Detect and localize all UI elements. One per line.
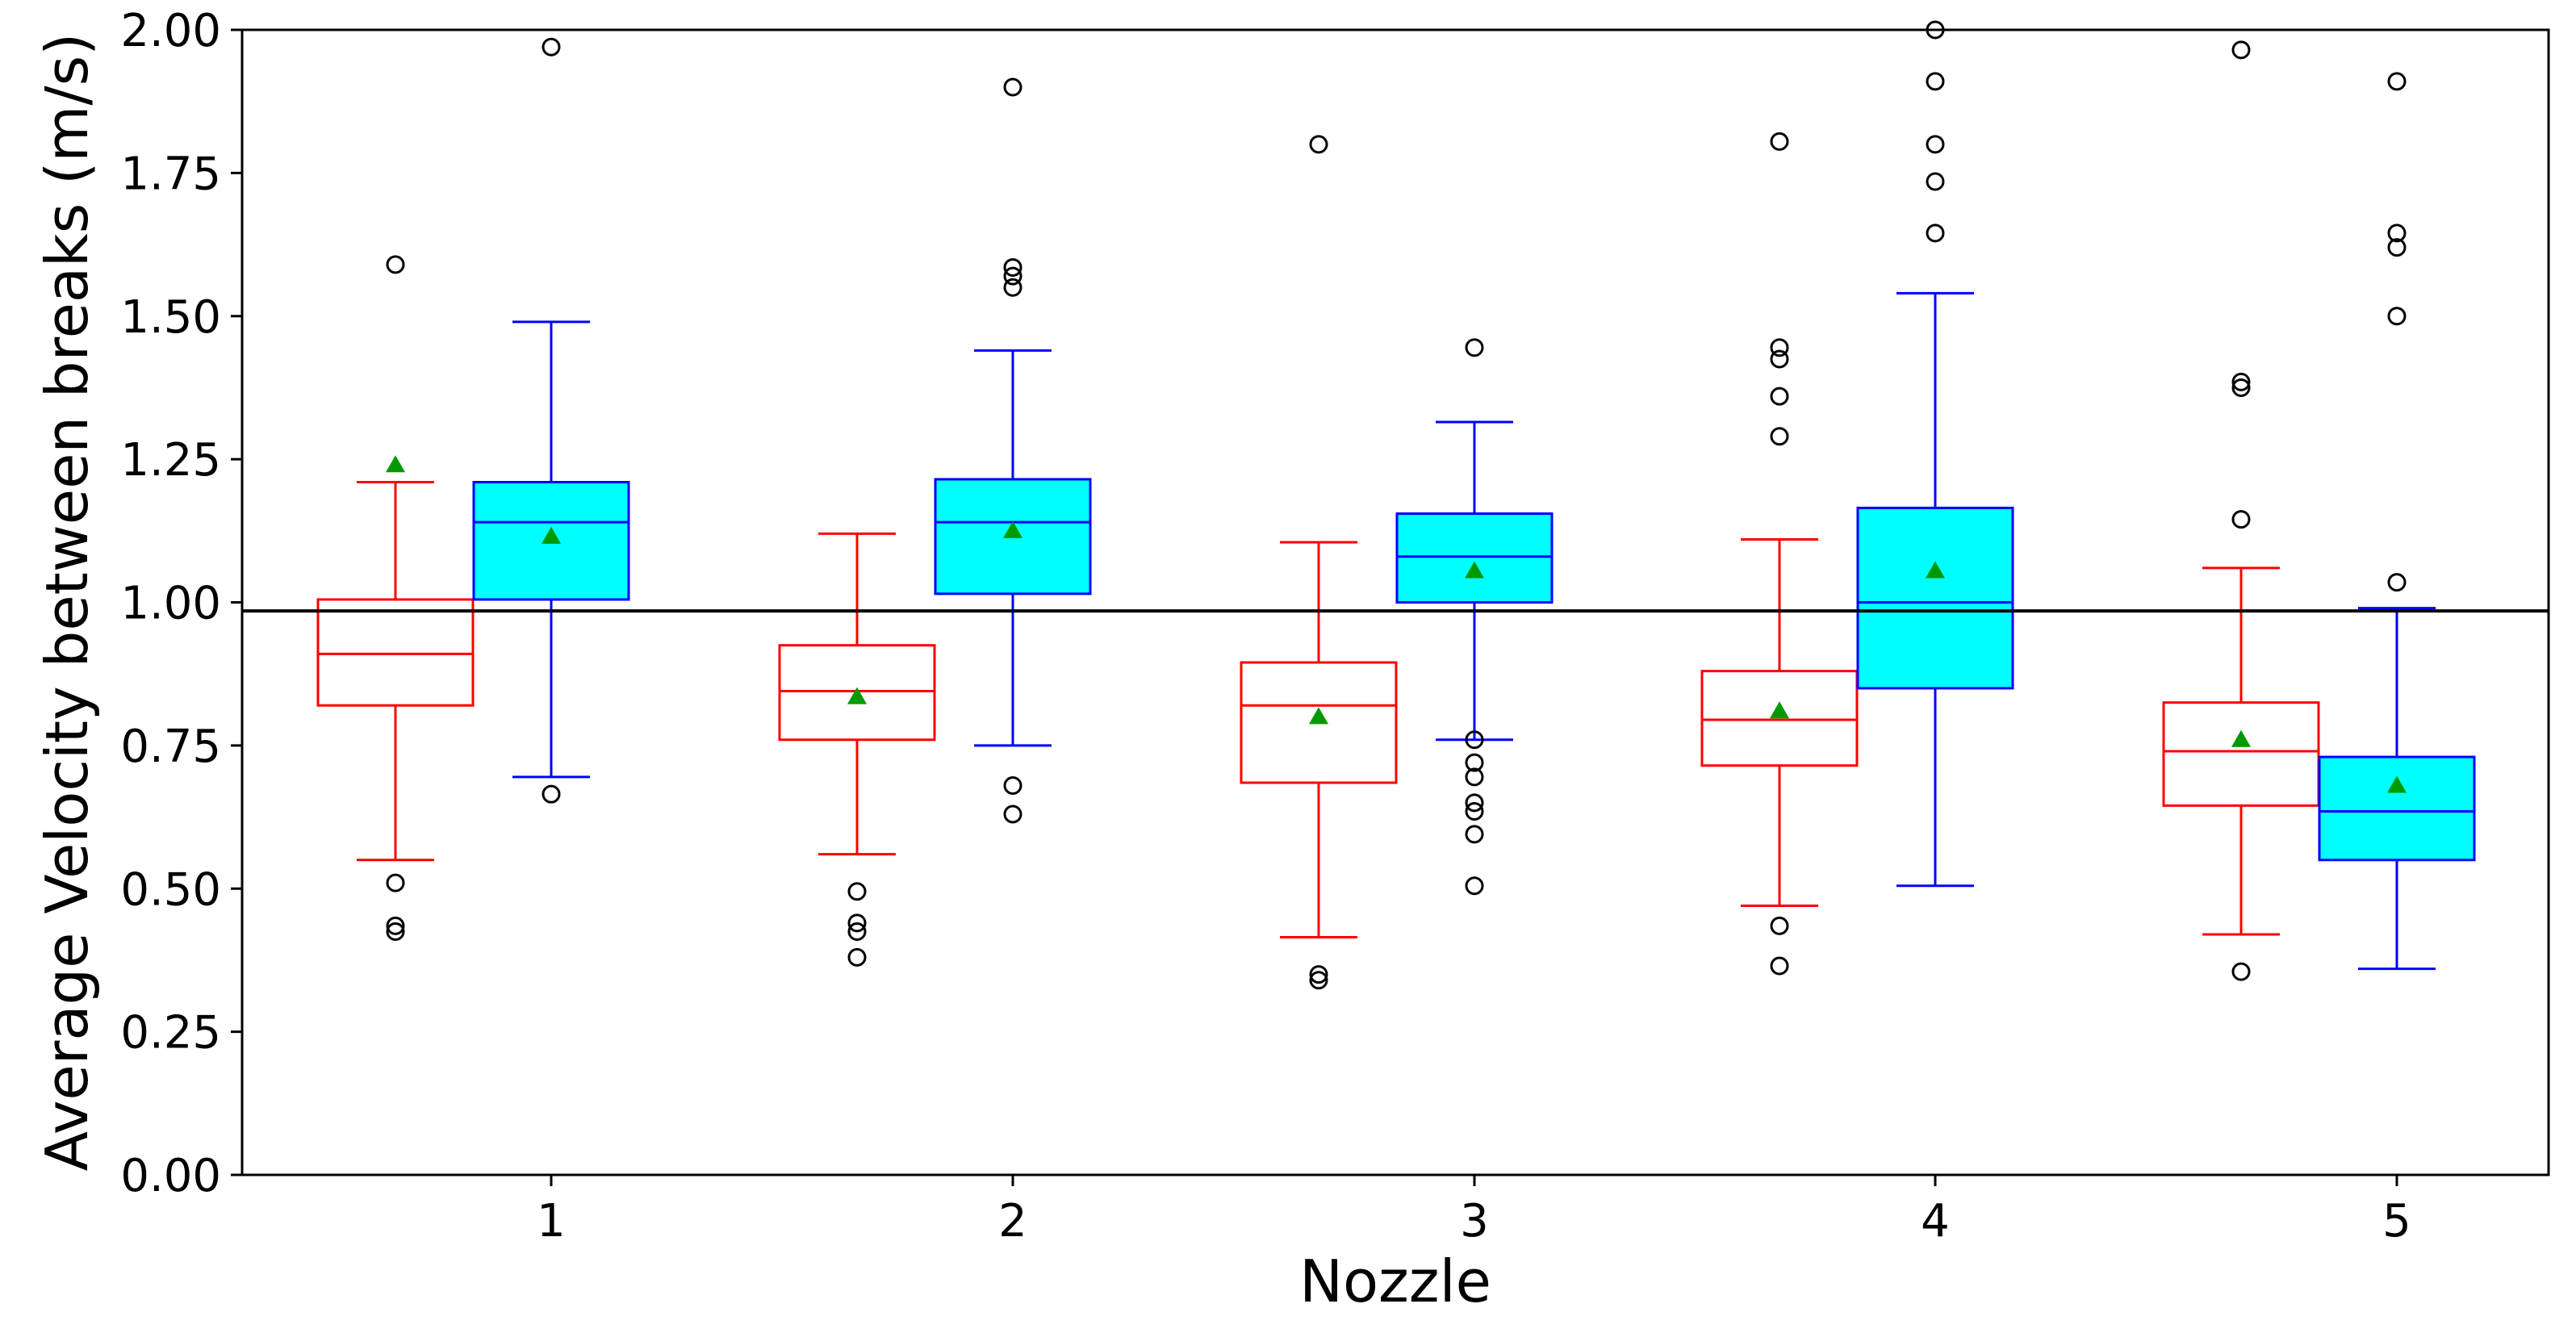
blue-nozzle-4-box: [1856, 506, 2014, 690]
red-nozzle-2-outlier: [847, 947, 867, 967]
red-nozzle-3-mean-marker: [1309, 707, 1328, 725]
x-tick-label: 5: [2382, 1195, 2411, 1248]
blue-nozzle-3-outlier: [1465, 801, 1484, 821]
red-nozzle-4-mean-marker: [1770, 701, 1789, 719]
y-axis-title: Average Velocity between breaks (m/s): [33, 33, 101, 1171]
blue-nozzle-4-outlier: [1926, 72, 1945, 91]
red-nozzle-5-outlier: [2231, 962, 2251, 981]
x-tick-label: 2: [998, 1195, 1027, 1248]
red-nozzle-1-box: [316, 598, 475, 707]
red-nozzle-1-outlier: [386, 873, 405, 892]
blue-nozzle-1-mean-marker: [542, 526, 561, 544]
red-nozzle-2-outlier: [847, 913, 867, 933]
y-tick-label: 0.25: [120, 1007, 221, 1059]
y-tick-label: 1.50: [120, 291, 221, 344]
blue-nozzle-3-mean-marker: [1465, 561, 1484, 579]
red-nozzle-1-outlier: [386, 255, 405, 274]
blue-nozzle-1-outlier: [542, 784, 561, 804]
red-nozzle-2-mean-marker: [847, 687, 867, 704]
red-nozzle-2-outlier: [847, 882, 867, 901]
red-nozzle-5-mean-marker: [2231, 729, 2251, 747]
red-nozzle-3-outlier: [1309, 965, 1328, 984]
blue-nozzle-5-mean-marker: [2387, 775, 2407, 793]
red-nozzle-4-outlier: [1770, 338, 1789, 357]
blue-nozzle-1-outlier: [542, 37, 561, 56]
red-nozzle-1-mean-marker: [386, 455, 405, 473]
plot-area-frame: [240, 28, 2550, 1176]
blue-nozzle-3-outlier: [1465, 730, 1484, 750]
x-tick-label: 1: [537, 1195, 566, 1248]
x-tick-label: 3: [1460, 1195, 1489, 1248]
blue-nozzle-4-mean-marker: [1926, 561, 1945, 579]
blue-nozzle-5-box: [2318, 755, 2476, 862]
blue-nozzle-3-outlier: [1465, 825, 1484, 844]
blue-nozzle-2-outlier: [1003, 805, 1022, 824]
blue-nozzle-5-outlier: [2387, 307, 2407, 326]
blue-nozzle-3-outlier: [1465, 876, 1484, 896]
red-nozzle-1-outlier: [386, 922, 405, 941]
blue-nozzle-4-outlier: [1926, 135, 1945, 154]
axes-layer: 0.00 0.25 0.50 0.75 1.00 1.25 1.50 1.75 2.00 1 2 3 4…: [120, 5, 2549, 1248]
red-nozzle-4-outlier: [1770, 387, 1789, 406]
blue-nozzle-4-outlier: [1926, 224, 1945, 243]
blue-nozzle-5-outlier: [2387, 72, 2407, 91]
y-tick-label: 2.00: [120, 5, 221, 57]
y-tick-label: 0.00: [120, 1150, 221, 1202]
y-tick-label: 1.00: [120, 578, 221, 630]
blue-nozzle-5-outlier: [2387, 573, 2407, 592]
red-nozzle-3-outlier: [1309, 135, 1328, 154]
blue-nozzle-3-box: [1395, 512, 1554, 604]
blue-nozzle-3-outlier: [1465, 753, 1484, 772]
blue-nozzle-2-outlier: [1003, 776, 1022, 796]
blue-nozzle-5-outlier: [2387, 224, 2407, 243]
y-tick-label: 0.75: [120, 721, 221, 773]
x-axis-title: Nozzle: [1299, 1248, 1491, 1315]
blue-nozzle-5-outlier: [2387, 238, 2407, 257]
blue-nozzle-3-outlier: [1465, 767, 1484, 787]
red-nozzle-2-box: [778, 644, 936, 742]
red-nozzle-1-outlier: [386, 916, 405, 935]
red-nozzle-4-box: [1700, 670, 1859, 767]
red-nozzle-5-box: [2162, 701, 2320, 807]
y-tick-label: 1.25: [120, 434, 221, 487]
y-tick-label: 1.75: [120, 148, 221, 200]
blue-nozzle-2-mean-marker: [1003, 520, 1022, 538]
red-nozzle-4-outlier: [1770, 349, 1789, 369]
marks-layer: [316, 20, 2476, 990]
red-nozzle-5-outlier: [2231, 40, 2251, 60]
red-nozzle-4-outlier: [1770, 132, 1789, 151]
blue-nozzle-2-outlier: [1003, 266, 1022, 286]
red-nozzle-5-outlier: [2231, 378, 2251, 397]
red-nozzle-2-outlier: [847, 922, 867, 941]
blue-nozzle-4-outlier: [1926, 172, 1945, 191]
blue-nozzle-2-outlier: [1003, 278, 1022, 297]
red-nozzle-3-box: [1240, 661, 1398, 784]
x-tick-label: 4: [1921, 1195, 1950, 1248]
blue-nozzle-3-outlier: [1465, 793, 1484, 813]
blue-nozzle-3-outlier: [1465, 338, 1484, 357]
red-nozzle-4-outlier: [1770, 916, 1789, 935]
blue-nozzle-2-outlier: [1003, 77, 1022, 97]
y-tick-label: 0.50: [120, 863, 221, 916]
blue-nozzle-2-outlier: [1003, 257, 1022, 277]
red-nozzle-5-outlier: [2231, 372, 2251, 391]
red-nozzle-4-outlier: [1770, 956, 1789, 976]
red-nozzle-4-outlier: [1770, 427, 1789, 446]
red-nozzle-5-outlier: [2231, 510, 2251, 529]
red-nozzle-3-outlier: [1309, 971, 1328, 990]
